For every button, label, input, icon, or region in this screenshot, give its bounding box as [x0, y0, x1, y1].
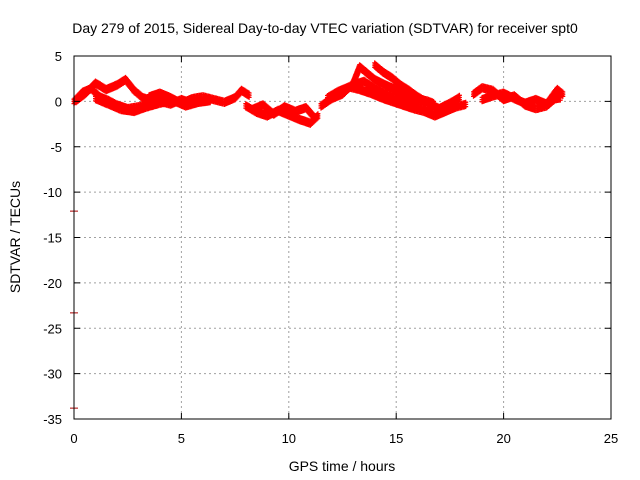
x-tick-label: 10	[282, 431, 296, 446]
x-tick-label: 20	[496, 431, 510, 446]
data-segment	[239, 85, 252, 100]
data-segment	[325, 87, 340, 103]
data-segment	[389, 73, 402, 89]
data-segment	[398, 80, 411, 95]
data-segment	[357, 62, 370, 78]
data-segment	[361, 76, 377, 93]
y-tick-label: -25	[43, 321, 62, 336]
data-series-arc-i	[340, 76, 462, 114]
data-segment	[131, 102, 149, 117]
data-segment	[131, 85, 145, 102]
data-segment	[303, 103, 317, 122]
data-segment	[554, 84, 566, 99]
y-tick-label: -15	[43, 231, 62, 246]
data-segment	[105, 99, 123, 114]
data-segment	[157, 96, 174, 108]
data-segment	[93, 94, 110, 109]
x-tick-label: 15	[389, 431, 403, 446]
data-series-arc-l	[479, 84, 566, 109]
y-tick-label: -5	[50, 140, 62, 155]
y-tick-label: -30	[43, 367, 62, 382]
data-series-arc-j	[372, 60, 441, 113]
data-segment	[340, 81, 355, 97]
x-tick-label: 0	[70, 431, 77, 446]
y-tick-label: 5	[55, 49, 62, 64]
tick-layer: 0 5 10 15 20 25 5 0 -5 -10 -15 -20 -25 -30 -35	[43, 49, 618, 446]
x-axis-label: GPS time / hours	[289, 458, 396, 474]
data-segment	[406, 85, 420, 101]
chart-title: Day 279 of 2015, Sidereal Day-to-day VTE…	[72, 20, 578, 36]
data-segment	[447, 92, 462, 108]
y-tick-label: 0	[55, 94, 62, 109]
data-segment	[372, 60, 385, 77]
data-segment	[415, 92, 430, 108]
x-tick-label: 25	[604, 431, 618, 446]
data-segment	[453, 99, 469, 112]
data-segment	[88, 84, 102, 101]
data-segment	[271, 102, 286, 119]
y-axis-label: SDTVAR / TECUs	[7, 181, 23, 293]
y-tick-label: -35	[43, 412, 62, 427]
y-tick-label: -10	[43, 185, 62, 200]
data-segment	[501, 88, 516, 103]
data-series-arc-f	[249, 100, 317, 122]
x-tick-label: 5	[178, 431, 185, 446]
y-tick-label: -20	[43, 276, 62, 291]
data-segment	[380, 67, 394, 82]
data-segment	[318, 94, 334, 111]
data-segment	[144, 98, 162, 112]
data-layer	[70, 60, 566, 411]
data-series-arc-d	[146, 85, 252, 108]
data-segment	[425, 98, 441, 113]
